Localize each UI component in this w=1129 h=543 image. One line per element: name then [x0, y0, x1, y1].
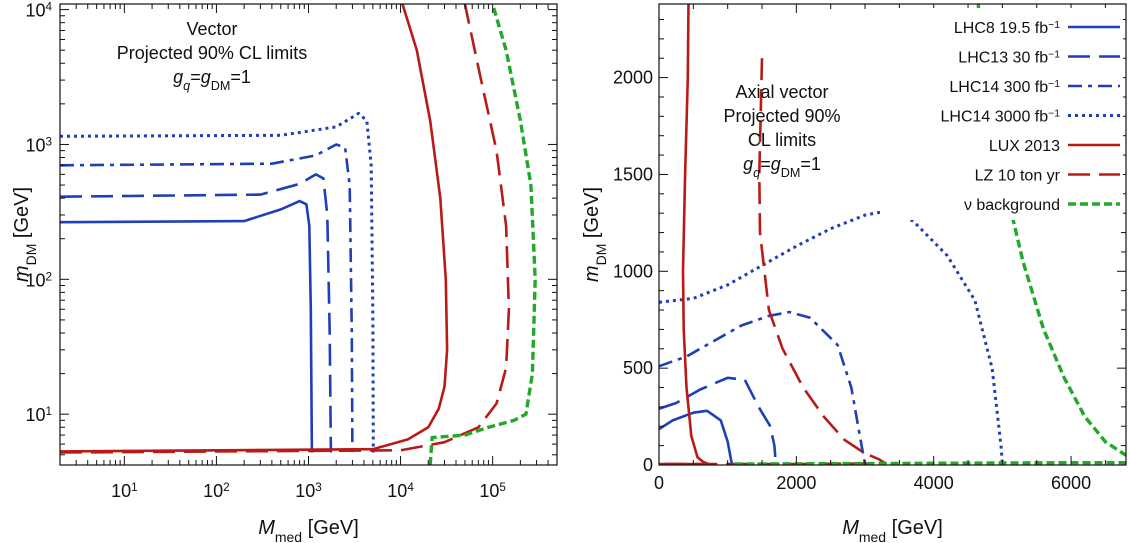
left-ticks: 101 102 103 104 105 101 102 103 104: [25, 0, 558, 502]
legend: LHC8 19.5 fb−1 LHC13 30 fb−1 LHC14 300 fb−…: [880, 8, 1123, 220]
x-axis-label: Mmed [GeV]: [842, 517, 943, 543]
left-panel-vector: 101 102 103 104 105 101 102 103 104 Mmed [GeV] mDM…: [11, 0, 558, 543]
x-tick-label: 2000: [776, 473, 816, 493]
right-panel-axial-vector: 0 2000 4000 6000 0 500 1000 1500 2000 Mmed [GeV] m…: [581, 3, 1127, 543]
legend-label-lux-2013: LUX 2013: [989, 138, 1060, 155]
annotation-line: CL limits: [748, 130, 816, 150]
x-tick-label: 104: [387, 481, 414, 502]
y-tick-label: 102: [25, 270, 52, 291]
y-tick-label: 103: [25, 135, 52, 156]
x-tick-label: 6000: [1051, 473, 1091, 493]
coupling-label: gq=gDM=1: [743, 154, 821, 180]
y-tick-label: 0: [643, 455, 653, 475]
x-tick-label: 103: [295, 481, 322, 502]
legend-label-lz-10tonyr: LZ 10 ton yr: [975, 168, 1061, 185]
left-annotation: Vector Projected 90% CL limits gq=gDM=1: [117, 19, 307, 93]
left-series-group: [60, 4, 537, 465]
series-line-lhc13-30fb: [60, 173, 333, 453]
right-annotation: Axial vector Projected 90% CL limits gq=gDM…: [723, 82, 840, 180]
legend-label-lhc8-19p5fb: LHC8 19.5 fb−1: [954, 20, 1060, 38]
x-tick-label: 101: [111, 481, 138, 502]
annotation-line: Projected 90% CL limits: [117, 43, 307, 63]
right-plot-frame: [658, 3, 1127, 466]
series-line-lhc13-30fb: [659, 376, 778, 465]
x-tick-label: 102: [203, 481, 230, 502]
series-line-lhc8-19p5fb: [659, 409, 734, 465]
series-line-lhc14-300fb: [659, 310, 867, 465]
series-line-lhc14-3000fb: [60, 111, 375, 453]
legend-label-nu-background: ν background: [964, 197, 1060, 214]
coupling-label: gq=gDM=1: [173, 67, 251, 93]
y-tick-label: 500: [623, 358, 653, 378]
y-tick-label: 2000: [613, 68, 653, 88]
right-ticks: 0 2000 4000 6000 0 500 1000 1500 2000: [613, 4, 1126, 493]
y-tick-label: 101: [25, 405, 52, 426]
legend-label-lhc13-30fb: LHC13 30 fb−1: [958, 49, 1060, 67]
y-tick-label: 1500: [613, 164, 653, 184]
legend-label-lhc14-300fb: LHC14 300 fb−1: [949, 79, 1060, 97]
series-line-lz-10tonyr: [60, 4, 511, 454]
series-line-lhc8-19p5fb: [60, 199, 314, 453]
x-axis-label: Mmed [GeV]: [258, 517, 359, 543]
series-line-lhc14-300fb: [60, 143, 354, 453]
annotation-line: Axial vector: [735, 82, 828, 102]
y-axis-label: mDM [GeV]: [11, 187, 39, 282]
series-line-lhc14-3000fb: [659, 209, 1004, 465]
x-tick-label: 0: [654, 473, 664, 493]
series-line-nu-background: [734, 461, 1126, 465]
series-line-lux-2013: [60, 4, 449, 453]
y-axis-label: mDM [GeV]: [581, 187, 609, 282]
series-line-lux-2013: [659, 4, 710, 465]
annotation-line: Vector: [186, 19, 237, 39]
annotation-line: Projected 90%: [723, 106, 840, 126]
series-line-nu-background: [428, 4, 537, 465]
x-tick-label: 105: [479, 481, 506, 502]
legend-label-lhc14-3000fb: LHC14 3000 fb−1: [941, 108, 1061, 126]
y-tick-label: 104: [25, 0, 52, 21]
x-tick-label: 4000: [914, 473, 954, 493]
y-tick-label: 1000: [613, 261, 653, 281]
